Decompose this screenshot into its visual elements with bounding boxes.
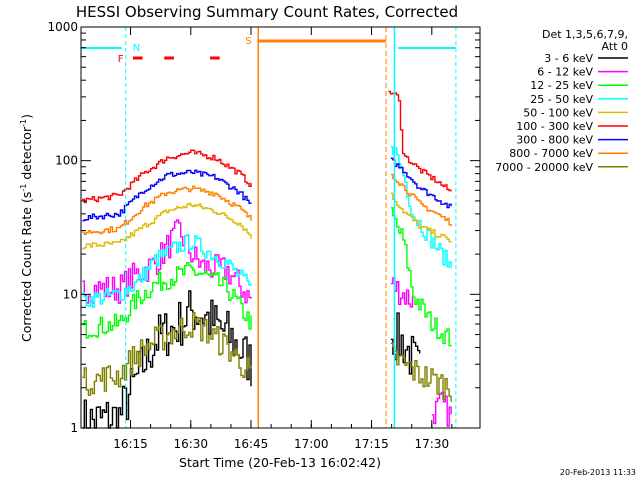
y-axis-label-main: Corrected Count Rate (s xyxy=(19,192,34,342)
legend-label-2: 12 - 25 keV xyxy=(530,79,593,92)
legend-label-7: 800 - 7000 keV xyxy=(509,147,593,160)
legend-label-3: 25 - 50 keV xyxy=(530,93,593,106)
legend-label-4: 50 - 100 keV xyxy=(523,106,593,119)
annotation-f-label: F xyxy=(118,54,124,65)
y-tick-label-3: 1000 xyxy=(47,20,78,34)
y-axis-label: Corrected Count Rate (s-1 detector-1) xyxy=(19,114,34,342)
timestamp: 20-Feb-2013 11:33 xyxy=(560,468,636,477)
x-tick-label-4: 17:15 xyxy=(354,437,389,451)
legend-label-6: 300 - 800 keV xyxy=(516,134,593,147)
legend-label-0: 3 - 6 keV xyxy=(544,52,593,65)
plot-area: NF S xyxy=(81,27,457,429)
annotation-s-label: S xyxy=(245,36,251,47)
chart-title: HESSI Observing Summary Count Rates, Cor… xyxy=(76,3,458,21)
x-tick-label-5: 17:30 xyxy=(415,437,450,451)
series-line-7-seg2 xyxy=(390,173,452,226)
y-axis-label-sup2: -1 xyxy=(19,119,28,127)
y-axis-label-sup1: -1 xyxy=(19,184,28,192)
y-tick-label-0: 1 xyxy=(70,421,78,435)
x-tick-label-1: 16:30 xyxy=(173,437,208,451)
legend-header-detectors: Det 1,3,5,6,7,9, xyxy=(542,28,628,41)
axes: 16:15 16:30 16:45 17:00 17:15 17:30 1 10 100 1000 xyxy=(47,20,481,451)
legend-label-5: 100 - 300 keV xyxy=(516,120,593,133)
series-line-3-seg1 xyxy=(82,234,252,308)
x-axis-label: Start Time (20-Feb-13 16:02:42) xyxy=(179,455,381,470)
series-line-2-seg1 xyxy=(82,262,252,339)
y-axis-label-mid: detector xyxy=(19,126,34,184)
series-line-8-seg2 xyxy=(390,342,452,402)
y-axis-label-end: ) xyxy=(19,114,34,119)
series-line-5-seg2 xyxy=(388,90,452,192)
series-line-2-seg2 xyxy=(390,207,452,347)
annotation-n-label: N xyxy=(133,43,140,54)
legend-header-attenuator: Att 0 xyxy=(602,40,628,53)
series-line-6-seg1 xyxy=(82,169,252,222)
series-line-7-seg1 xyxy=(82,185,252,235)
series-line-1-seg3 xyxy=(431,391,452,427)
y-tick-label-1: 10 xyxy=(63,287,78,301)
plot-frame xyxy=(80,26,481,429)
series-line-8-seg1 xyxy=(82,312,252,396)
legend-label-8: 7000 - 20000 keV xyxy=(495,161,593,174)
series-line-0-seg1 xyxy=(82,290,252,429)
series-line-6-seg2 xyxy=(390,157,452,209)
series-line-5-seg1 xyxy=(82,149,252,204)
legend-label-1: 6 - 12 keV xyxy=(537,66,593,79)
x-tick-label-2: 16:45 xyxy=(234,437,269,451)
x-tick-label-0: 16:15 xyxy=(113,437,148,451)
series-line-4-seg2 xyxy=(390,192,452,243)
series-line-4-seg1 xyxy=(82,202,252,250)
x-tick-label-3: 17:00 xyxy=(294,437,329,451)
series-line-1-seg1 xyxy=(82,219,252,304)
y-tick-label-2: 100 xyxy=(55,154,78,168)
